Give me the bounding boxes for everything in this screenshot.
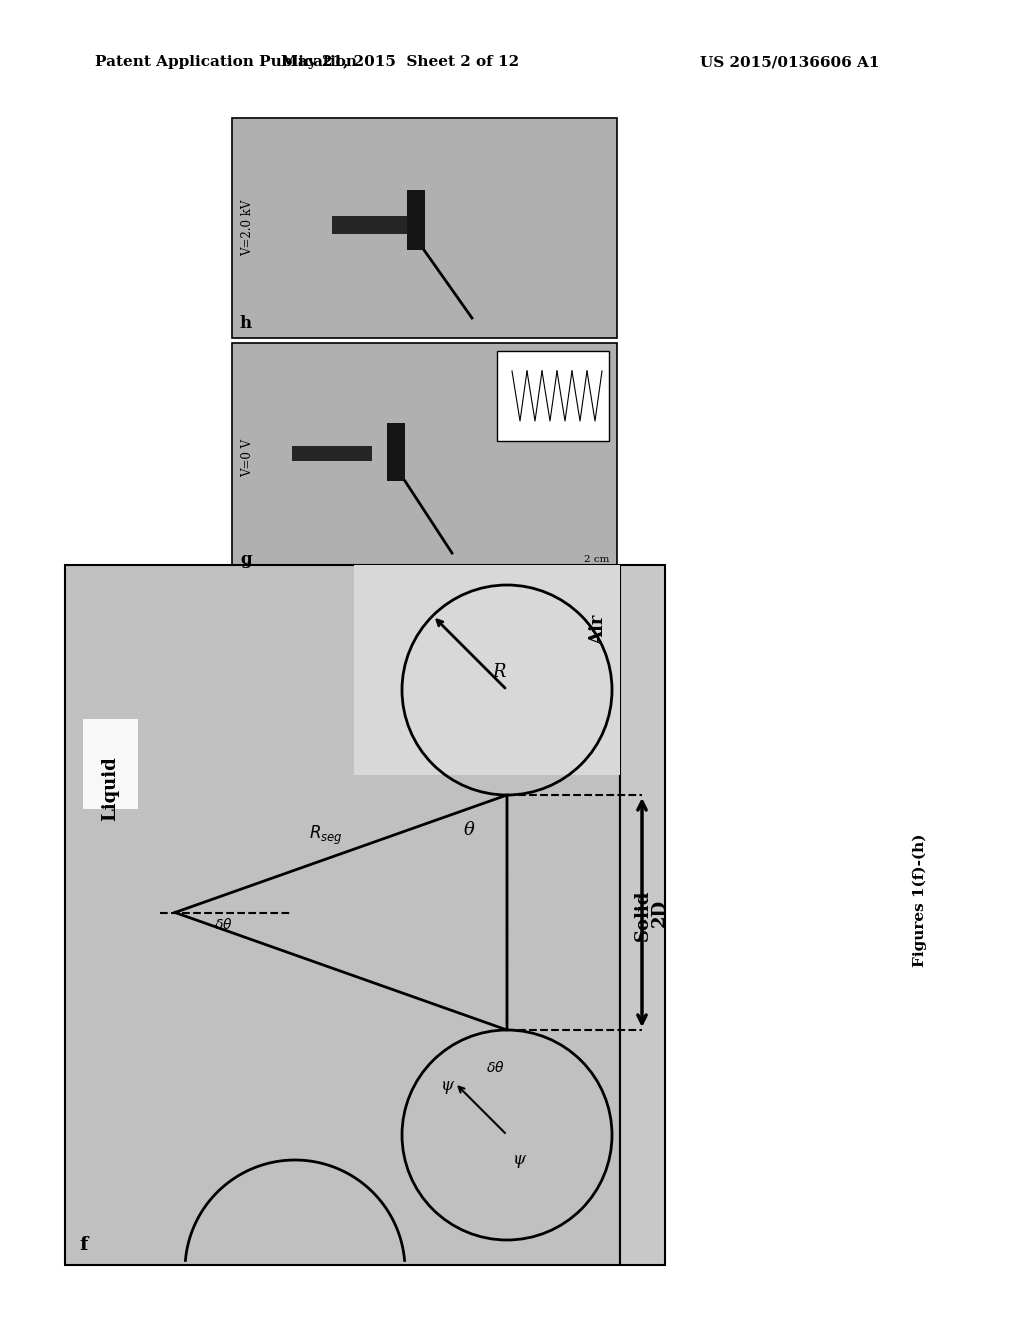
Text: Solid: Solid [634, 890, 651, 941]
Text: 2 cm: 2 cm [585, 554, 609, 564]
Text: Figures 1(f)-(h): Figures 1(f)-(h) [912, 833, 927, 966]
Text: $\delta\theta$: $\delta\theta$ [214, 917, 232, 932]
Text: f: f [79, 1236, 87, 1254]
Bar [232, 117, 617, 338]
Bar [407, 190, 425, 249]
Text: ψ: ψ [512, 1151, 525, 1168]
Text: Liquid: Liquid [101, 756, 119, 821]
Text: $R_{seg}$: $R_{seg}$ [309, 824, 343, 847]
Text: V=0 V: V=0 V [242, 440, 255, 477]
Text: 2D: 2D [651, 899, 669, 927]
Bar [65, 565, 620, 1265]
Bar [232, 343, 617, 573]
Bar [620, 565, 665, 1265]
Bar [83, 719, 138, 809]
Bar [332, 216, 417, 234]
Text: Patent Application Publication: Patent Application Publication [95, 55, 357, 69]
Text: US 2015/0136606 A1: US 2015/0136606 A1 [700, 55, 880, 69]
Text: May 21, 2015  Sheet 2 of 12: May 21, 2015 Sheet 2 of 12 [281, 55, 519, 69]
Bar [353, 565, 620, 775]
Text: R: R [493, 663, 506, 681]
Text: θ: θ [464, 821, 474, 840]
Text: V=2.0 kV: V=2.0 kV [242, 199, 255, 256]
Text: Air: Air [589, 615, 607, 645]
Bar [292, 446, 372, 461]
Bar [497, 351, 609, 441]
Text: h: h [240, 315, 252, 333]
Text: g: g [241, 550, 252, 568]
Bar [387, 422, 406, 480]
Text: ψ: ψ [440, 1077, 454, 1093]
Text: $\delta\theta$: $\delta\theta$ [485, 1060, 505, 1076]
